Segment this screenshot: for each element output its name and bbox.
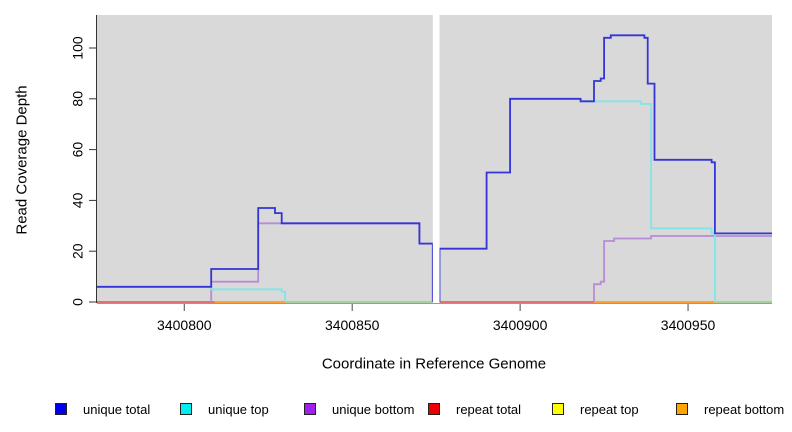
x-axis-title: Coordinate in Reference Genome: [321, 355, 547, 373]
coverage-gap-stripe: [432, 15, 440, 303]
legend-swatch-icon: [180, 403, 192, 415]
legend-swatch-icon: [428, 403, 440, 415]
y-tick-label: 40: [70, 192, 86, 208]
legend-swatch-icon: [676, 403, 688, 415]
series-line-unique-total: [97, 207, 434, 302]
x-tick-label: 3400900: [493, 317, 548, 333]
legend-label: unique top: [208, 401, 269, 417]
legend-item-unique-top: unique top: [180, 399, 269, 419]
legend-label: repeat total: [456, 401, 522, 417]
y-tick-label: 60: [70, 142, 86, 158]
y-tick-label: 80: [70, 91, 86, 107]
legend-label: unique bottom: [332, 401, 415, 417]
legend-swatch-icon: [55, 403, 67, 415]
series-line-unique-bottom: [593, 235, 772, 302]
chart-legend: unique total unique top unique bottom repea…: [0, 399, 792, 423]
y-tick-label: 0: [70, 298, 86, 306]
x-tick-label: 3400850: [325, 317, 380, 333]
legend-swatch-icon: [304, 403, 316, 415]
y-axis-title: Read Coverage Depth: [13, 85, 31, 235]
legend-item-unique-bottom: unique bottom: [304, 399, 414, 419]
legend-label: repeat top: [580, 401, 639, 417]
series-line-unique-total: [438, 34, 772, 302]
legend-label: repeat bottom: [704, 401, 785, 417]
y-tick-label: 100: [70, 36, 86, 60]
legend-item-repeat-bottom: repeat bottom: [676, 399, 784, 419]
coverage-step-chart: 0 20 40 60 80 100 3400800 3400850 3400900 3400950: [70, 15, 772, 333]
legend-label: unique total: [83, 401, 151, 417]
legend-item-repeat-top: repeat top: [552, 399, 639, 419]
legend-swatch-icon: [552, 403, 564, 415]
y-tick-label: 20: [70, 243, 86, 259]
x-tick-label: 3400800: [157, 317, 212, 333]
legend-item-unique-total: unique total: [55, 399, 150, 419]
legend-item-repeat-total: repeat total: [428, 399, 521, 419]
x-tick-label: 3400950: [661, 317, 716, 333]
